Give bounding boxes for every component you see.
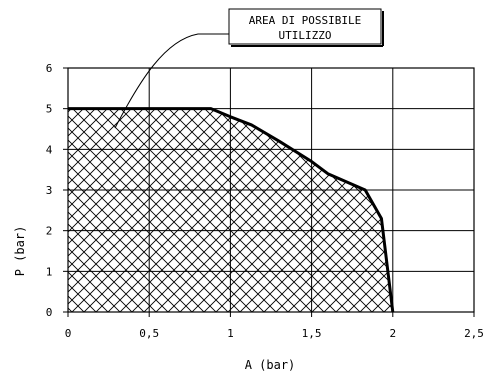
annotation-line-1: AREA DI POSSIBILE — [249, 14, 362, 27]
y-tick-label: 6 — [46, 62, 53, 75]
annotation-line-2: UTILIZZO — [279, 29, 332, 42]
x-ticks: 0 0,5 1 1,5 2 2,5 — [65, 312, 484, 340]
y-tick-label: 0 — [46, 306, 53, 319]
x-tick-label: 0,5 — [139, 327, 159, 340]
annotation-box — [228, 8, 382, 45]
x-tick-label: 2 — [389, 327, 396, 340]
y-tick-label: 4 — [46, 143, 53, 156]
plot-area — [67, 67, 475, 313]
y-tick-label: 1 — [46, 265, 53, 278]
y-tick-label: 5 — [46, 103, 53, 116]
x-tick-label: 0 — [65, 327, 72, 340]
x-tick-label: 1,5 — [302, 327, 322, 340]
x-tick-label: 1 — [227, 327, 234, 340]
usable-area-boundary-line — [68, 107, 395, 313]
y-axis-label: P (bar) — [13, 226, 27, 277]
annotation-leader-line — [114, 33, 229, 129]
annotation: AREA DI POSSIBILE UTILIZZO — [114, 8, 384, 129]
y-tick-label: 3 — [46, 184, 53, 197]
y-ticks: 0 1 2 3 4 5 6 — [46, 62, 68, 319]
x-axis-label: A (bar) — [245, 358, 296, 372]
x-tick-label: 2,5 — [464, 327, 484, 340]
y-tick-label: 2 — [46, 225, 53, 238]
